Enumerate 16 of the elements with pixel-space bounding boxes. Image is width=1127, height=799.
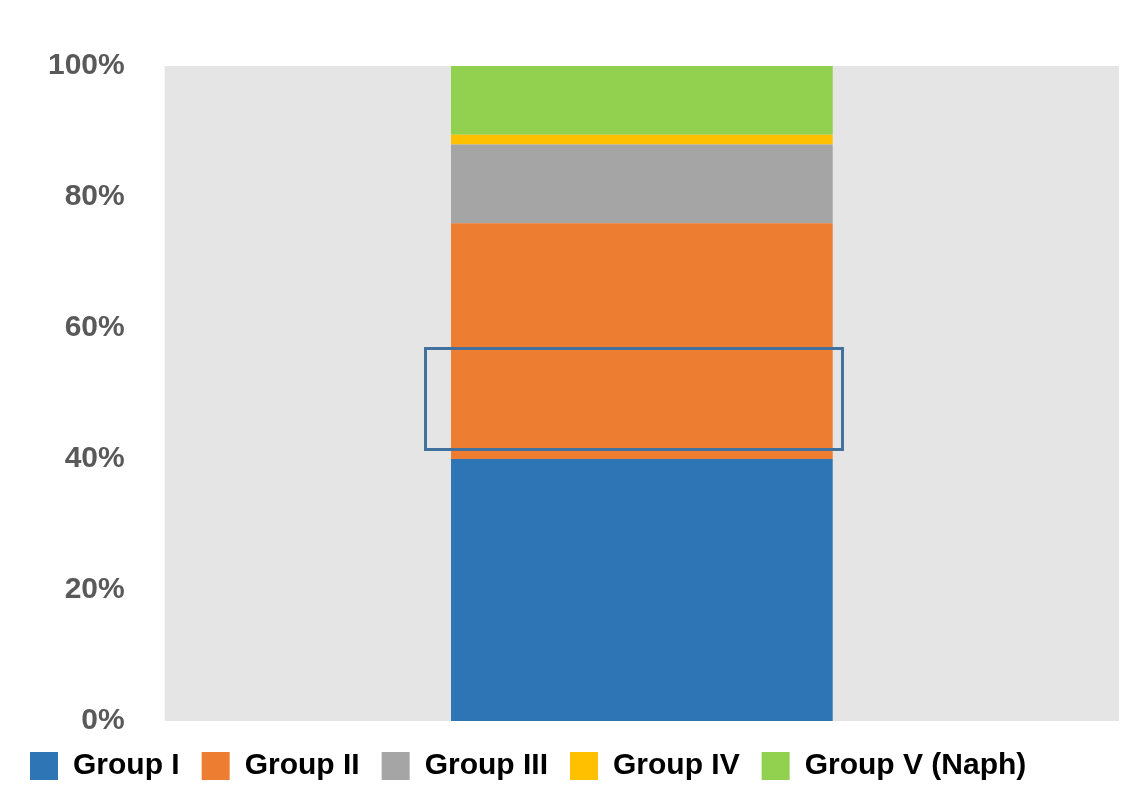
legend-label: Group III — [424, 747, 548, 781]
legend-label: Group V (Naph) — [804, 747, 1027, 781]
y-tick-label: 0% — [81, 702, 125, 736]
legend-label: Group IV — [612, 747, 740, 781]
y-tick-label: 100% — [47, 47, 125, 81]
bar — [451, 134, 833, 145]
bar — [451, 223, 833, 459]
legend-label: Group II — [244, 747, 360, 781]
bar — [451, 459, 833, 721]
y-tick-label: 20% — [64, 571, 125, 605]
bar — [451, 66, 833, 135]
y-tick-label: 80% — [64, 178, 125, 212]
y-tick-label: 40% — [64, 440, 125, 474]
bar — [451, 144, 833, 224]
y-tick-label: 60% — [64, 309, 125, 343]
legend-label: Group I — [73, 747, 180, 781]
